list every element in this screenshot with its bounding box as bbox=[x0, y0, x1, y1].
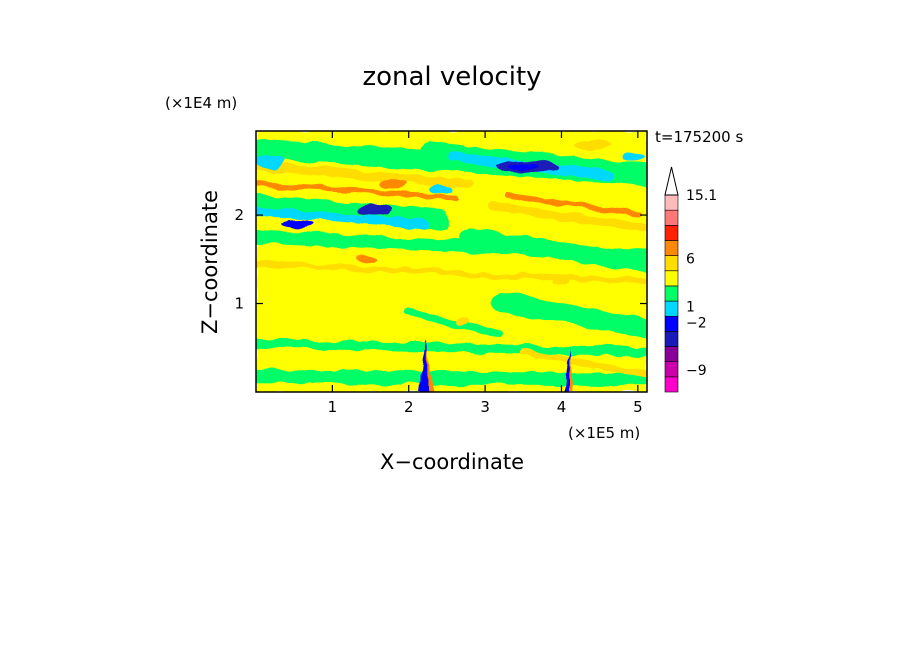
colorbar-label: 15.1 bbox=[686, 188, 717, 204]
x-tick-label: 3 bbox=[480, 398, 490, 416]
contour-blob bbox=[281, 219, 315, 229]
contour-band bbox=[256, 194, 450, 230]
contour-band bbox=[256, 338, 647, 357]
x-axis-label: X−coordinate bbox=[380, 450, 524, 474]
colorbar-swatch bbox=[664, 346, 679, 362]
contour-band bbox=[460, 228, 647, 273]
contour-band bbox=[490, 292, 647, 339]
contour-blob bbox=[454, 316, 470, 326]
y-tick-label: 2 bbox=[234, 206, 244, 224]
contour-band bbox=[256, 206, 429, 229]
colorbar-label: −2 bbox=[686, 315, 707, 331]
plot-frame bbox=[255, 130, 648, 393]
colorbar-swatch bbox=[664, 331, 679, 347]
contour-blob bbox=[427, 184, 451, 193]
contour-blob bbox=[508, 162, 539, 170]
y-tick-label: 1 bbox=[234, 295, 244, 313]
contour-blob bbox=[622, 153, 646, 162]
contour-band bbox=[256, 369, 647, 386]
y-unit-label: (×1E4 m) bbox=[165, 94, 237, 112]
contour-band bbox=[488, 201, 647, 233]
colorbar-swatch bbox=[664, 361, 679, 378]
x-tick-label: 1 bbox=[328, 398, 338, 416]
colorbar-swatch bbox=[664, 315, 679, 332]
mountain-wave-positive-side bbox=[569, 354, 574, 392]
colorbar-swatch bbox=[664, 270, 679, 287]
contour-band bbox=[256, 181, 458, 201]
colorbar-swatch bbox=[664, 225, 679, 241]
contour-blob bbox=[552, 276, 571, 286]
colorbar-label: −9 bbox=[686, 363, 707, 379]
contour-band bbox=[505, 192, 641, 216]
x-axis: 1 2 3 4 5 bbox=[328, 131, 643, 416]
colorbar-swatch bbox=[664, 194, 679, 211]
colorbar-label: 6 bbox=[686, 252, 695, 268]
colorbar-swatch bbox=[664, 209, 679, 226]
x-unit-label: (×1E5 m) bbox=[568, 424, 640, 442]
x-tick-label: 5 bbox=[633, 398, 643, 416]
contour-blob bbox=[256, 154, 287, 170]
contour-blob bbox=[572, 139, 612, 149]
contour-blob bbox=[357, 255, 376, 263]
colorbar-swatch bbox=[664, 240, 679, 256]
contour-band bbox=[256, 261, 647, 285]
mountain-wave-positive-side bbox=[426, 346, 433, 392]
y-axis-label: Z−coordinate bbox=[198, 190, 222, 334]
contour-blob bbox=[378, 179, 409, 189]
colorbar-swatch bbox=[664, 285, 679, 302]
chart-title: zonal velocity bbox=[362, 62, 541, 92]
contour-band bbox=[405, 308, 504, 339]
colorbar-swatch bbox=[664, 376, 679, 393]
x-tick-label: 2 bbox=[404, 398, 414, 416]
time-label: t=175200 s bbox=[655, 128, 743, 146]
contour-band bbox=[256, 161, 475, 189]
contour-band bbox=[520, 349, 647, 378]
colorbar-extend-arrow bbox=[664, 166, 679, 196]
y-axis: 12 bbox=[234, 206, 647, 313]
colorbar: 15.1 6 1−2 −9 bbox=[664, 166, 717, 393]
contour-blob bbox=[355, 204, 394, 216]
x-tick-label: 4 bbox=[557, 398, 567, 416]
colorbar-swatch bbox=[664, 300, 679, 317]
colorbar-swatch bbox=[664, 255, 679, 272]
plot-area bbox=[256, 131, 647, 392]
colorbar-label: 1 bbox=[686, 299, 695, 315]
